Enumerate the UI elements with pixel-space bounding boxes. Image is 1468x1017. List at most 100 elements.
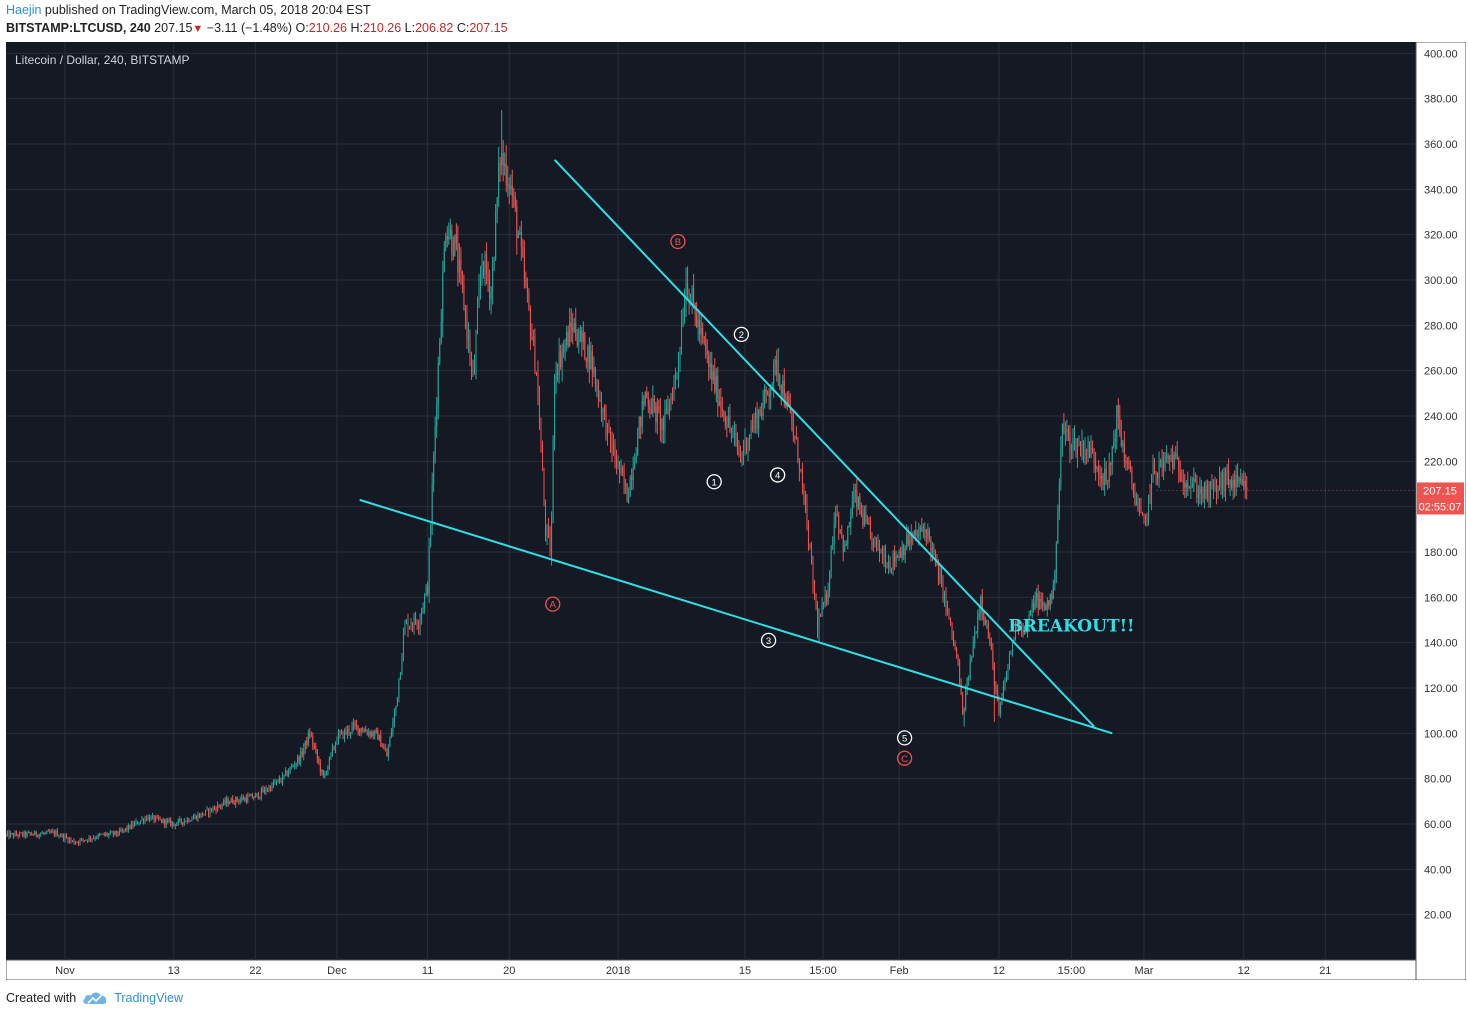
wave-label-2: 2	[739, 330, 744, 341]
candle-body	[412, 625, 414, 627]
candle-body	[1149, 495, 1151, 499]
candle-body	[475, 333, 477, 365]
candle-body	[1037, 593, 1039, 609]
x-tick-label: 20	[503, 965, 515, 977]
candle-body	[422, 607, 424, 611]
candle-body	[662, 419, 664, 431]
candle-body	[821, 604, 823, 617]
candle-body	[1072, 440, 1074, 450]
candle-body	[587, 346, 589, 363]
candle-body	[386, 750, 388, 757]
candle-body	[180, 819, 182, 823]
candle-body	[1126, 460, 1128, 463]
candle-body	[918, 532, 920, 536]
tradingview-brand-link[interactable]: TradingView	[114, 991, 183, 1005]
candle-body	[34, 831, 36, 835]
x-tick-label: 15:00	[1058, 965, 1086, 977]
candle-body	[1114, 438, 1116, 443]
candle-body	[50, 831, 52, 833]
y-tick-label: 160.00	[1424, 592, 1458, 604]
candle-body	[863, 512, 865, 526]
candle-body	[310, 735, 312, 737]
candle-body	[288, 772, 290, 776]
candle-body	[235, 797, 237, 804]
candle-body	[298, 756, 300, 763]
candle-body	[741, 454, 743, 456]
candle-body	[647, 396, 649, 407]
candle-body	[744, 437, 746, 452]
candle-body	[706, 349, 708, 356]
candle-body	[14, 832, 16, 837]
candle-body	[365, 729, 367, 732]
candle-body	[815, 594, 817, 608]
candle-body	[623, 474, 625, 485]
wave-label-circle	[896, 730, 913, 746]
candle-body	[209, 808, 211, 815]
candle-body	[449, 229, 451, 237]
candle-body	[337, 733, 339, 742]
candle-body	[347, 728, 349, 734]
candle-body	[473, 364, 475, 375]
candle-body	[405, 620, 407, 622]
candle-body	[431, 483, 433, 526]
candle-body	[413, 616, 415, 627]
candle-body	[721, 407, 723, 411]
candle-body	[49, 831, 51, 833]
candle-body	[20, 832, 22, 834]
candle-body	[70, 839, 72, 841]
candle-body	[785, 402, 787, 408]
candle-body	[85, 839, 87, 841]
candle-body	[933, 548, 935, 552]
candle-body	[749, 435, 751, 442]
candle-body	[1039, 598, 1041, 609]
candle-body	[965, 691, 967, 710]
candle-body	[490, 293, 492, 299]
candle-body	[786, 395, 788, 408]
chart-container[interactable]: 20.00 40.00 60.00 80.00 100.00 120.00 140.00 16…	[5, 41, 1467, 981]
candle-body	[1051, 593, 1053, 600]
price-chart[interactable]: 20.00 40.00 60.00 80.00 100.00 120.00 140.00 16…	[5, 41, 1467, 981]
candle-body	[1194, 479, 1196, 482]
x-tick-label: 15:00	[809, 965, 837, 977]
candle-body	[634, 463, 636, 468]
candle-body	[1208, 485, 1210, 502]
candle-body	[339, 733, 341, 734]
candle-body	[192, 817, 194, 820]
candle-body	[804, 495, 806, 505]
candle-body	[1057, 512, 1059, 544]
candle-body	[1129, 464, 1131, 470]
y-tick-label: 40.00	[1424, 864, 1452, 876]
candle-body	[291, 766, 293, 768]
candle-body	[1178, 459, 1180, 473]
candle-body	[265, 788, 267, 792]
candle-body	[508, 184, 510, 189]
candle-body	[1002, 686, 1004, 698]
candle-body	[1083, 441, 1085, 460]
candle-body	[1123, 442, 1125, 461]
candle-body	[325, 773, 327, 774]
candle-body	[1084, 449, 1086, 460]
close-label: C:	[456, 21, 470, 35]
candle-body	[168, 819, 170, 821]
candle-body	[756, 412, 758, 429]
candle-body	[541, 448, 543, 471]
candle-body	[501, 153, 503, 165]
candle-body	[942, 579, 944, 600]
candle-body	[1240, 478, 1242, 481]
candle-body	[1081, 441, 1083, 453]
candle-body	[1027, 627, 1029, 630]
candle-body	[720, 401, 722, 408]
candle-body	[700, 327, 702, 335]
candle-body	[617, 461, 619, 467]
author-link[interactable]: Haejin	[6, 3, 42, 17]
candle-body	[226, 799, 228, 804]
candle-body	[1212, 485, 1214, 489]
candle-body	[767, 391, 769, 394]
candle-body	[215, 808, 217, 811]
candle-body	[783, 380, 785, 403]
candle-body	[676, 373, 678, 375]
candle-body	[594, 367, 596, 384]
candle-body	[673, 380, 675, 400]
candle-body	[472, 365, 474, 375]
candle-body	[195, 815, 197, 820]
